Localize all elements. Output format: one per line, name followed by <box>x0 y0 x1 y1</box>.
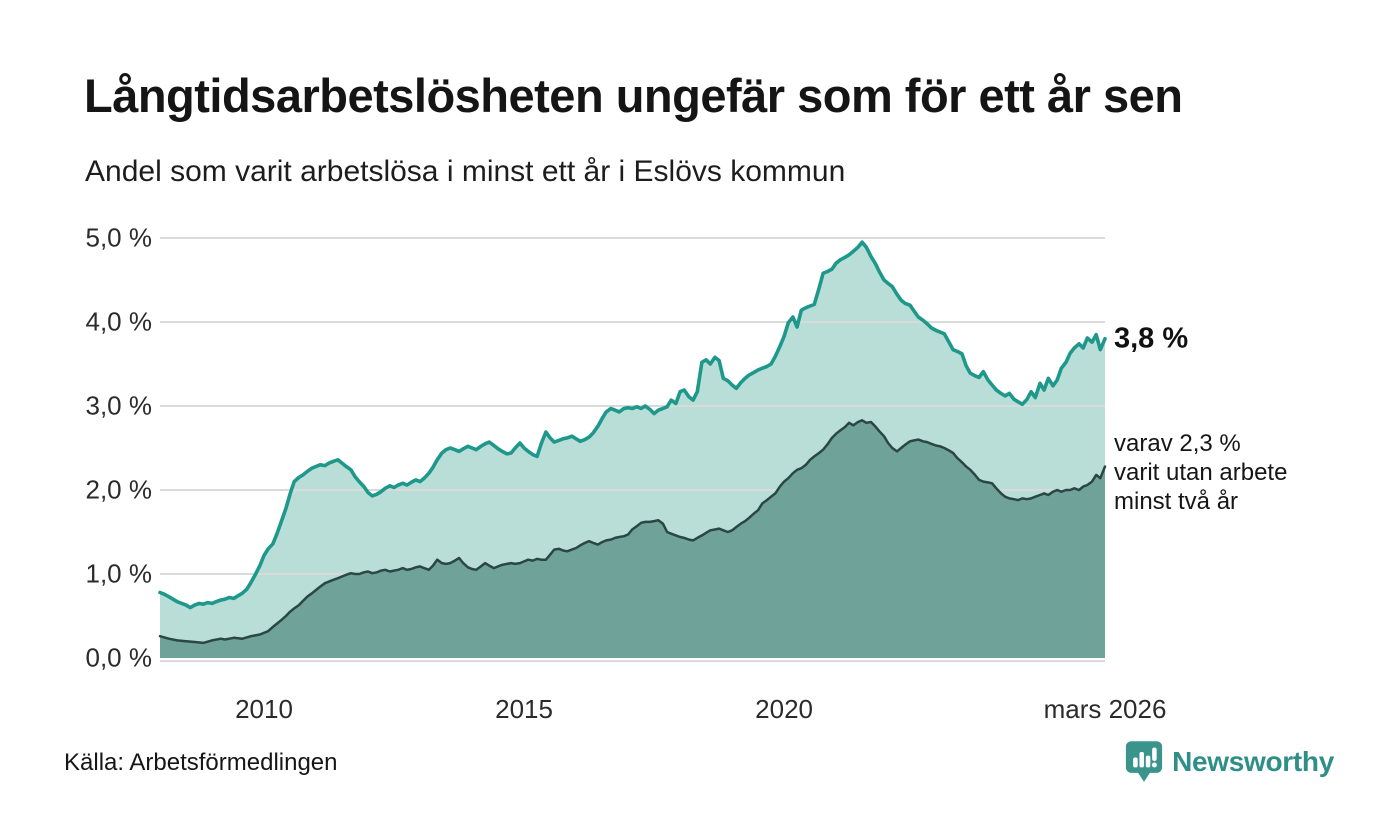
line-two-years <box>158 419 1107 645</box>
logo-bar-icon <box>1145 755 1151 768</box>
source-label: Källa: Arbetsförmedlingen <box>64 749 338 776</box>
annotation-line: minst två år <box>1114 487 1239 515</box>
secondary-value-annotation: varav 2,3 % varit utan arbete minst två … <box>1114 430 1287 516</box>
y-tick-label: 2,0 % <box>85 474 153 505</box>
x-tick-label: mars 2026 <box>1043 694 1167 724</box>
newsworthy-logo-icon <box>1125 741 1163 782</box>
logo-bar-icon <box>1133 757 1138 768</box>
x-tick-label: 2015 <box>495 694 553 724</box>
annotation-line: varav 2,3 % <box>1114 430 1241 457</box>
y-tick-label: 1,0 % <box>85 558 153 589</box>
line-one-year <box>158 240 1107 610</box>
logo-exclamation-dot-icon <box>1152 762 1157 768</box>
logo-exclamation-icon <box>1152 747 1157 762</box>
newsworthy-logo: Newsworthy <box>1125 740 1334 784</box>
page-subtitle: Andel som varit arbetslösa i minst ett å… <box>85 155 846 188</box>
annotation-line: varit utan arbete <box>1114 458 1288 486</box>
area-fill-two-years <box>160 420 1105 658</box>
x-tick-label: 2020 <box>755 694 814 724</box>
logo-bar-icon <box>1139 752 1145 768</box>
y-tick-label: 0,0 % <box>85 642 153 673</box>
x-tick-label: 2010 <box>235 694 293 724</box>
page-title: Långtidsarbetslösheten ungefär som för e… <box>84 69 1183 122</box>
y-tick-label: 3,0 % <box>85 390 153 421</box>
y-tick-label: 5,0 % <box>85 222 153 253</box>
latest-value-label: 3,8 % <box>1114 322 1189 355</box>
newsworthy-logo-text: Newsworthy <box>1172 746 1334 777</box>
y-tick-label: 4,0 % <box>85 306 153 337</box>
